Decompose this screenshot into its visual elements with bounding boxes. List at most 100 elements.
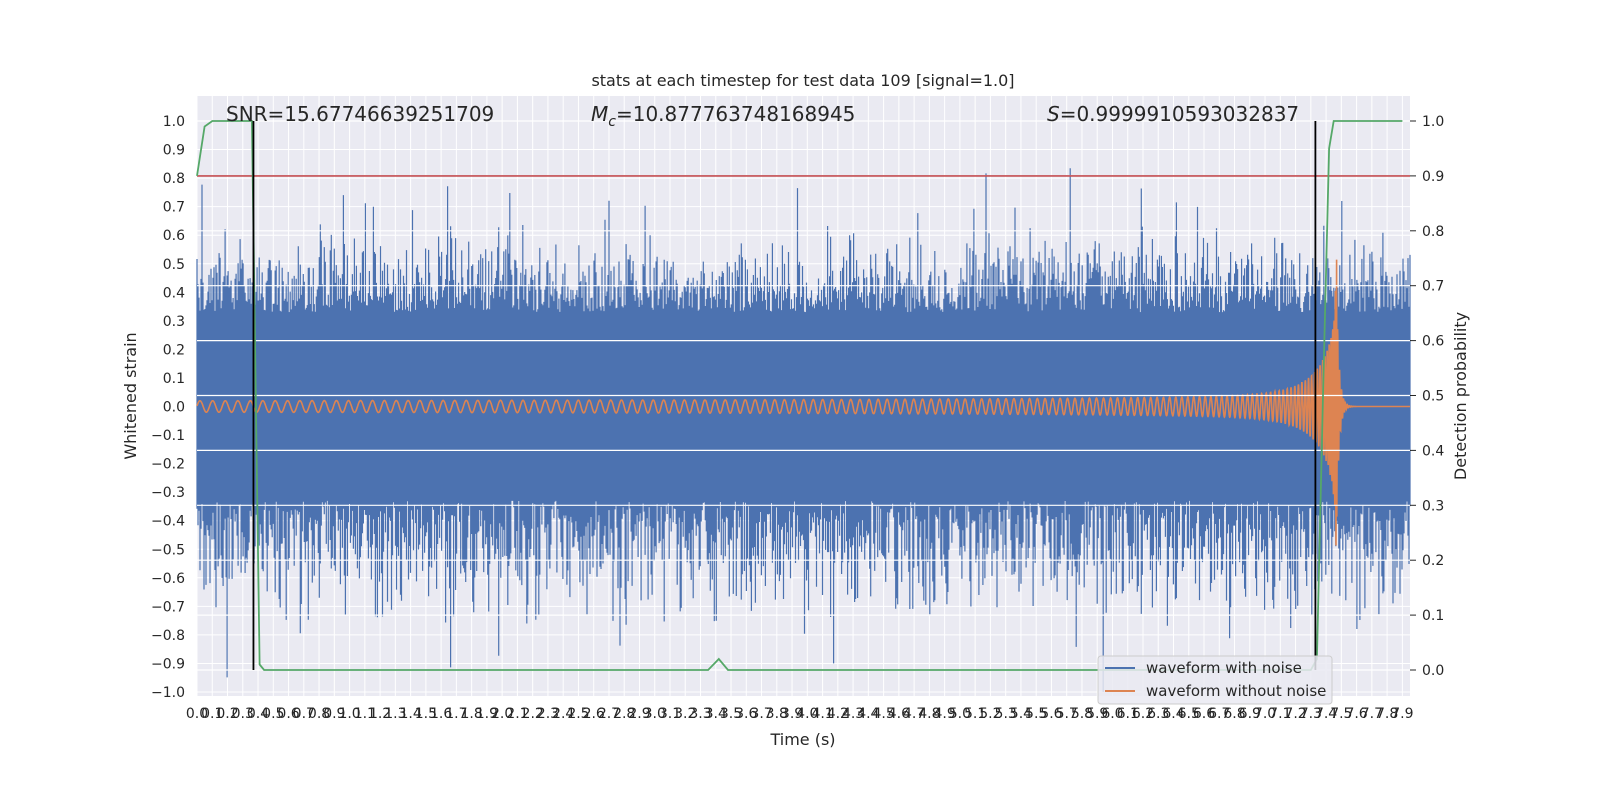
x-tick-label: 3.5 (720, 706, 742, 722)
x-tick-label: 1.4 (399, 706, 421, 722)
y2-tick-label: 0.3 (1422, 498, 1444, 514)
y-tick-label: 0.3 (163, 314, 185, 330)
y2-tick-label: 0.0 (1422, 663, 1444, 679)
x-tick-label: 4.2 (827, 706, 849, 722)
x-tick-label: 6.1 (1117, 706, 1139, 722)
y-tick-label: −0.2 (151, 457, 185, 473)
x-tick-label: 6.8 (1223, 706, 1245, 722)
x-tick-label: 6.2 (1132, 706, 1154, 722)
detection-probability-series (196, 120, 1410, 671)
right-axis-ticks: 0.0 0.1 0.2 0.3 0.4 0.5 0.6 0.7 0.8 0.9 1.0 (1410, 114, 1444, 679)
y-axis-label: Whitened strain (121, 332, 140, 459)
x-tick-label: 5.3 (995, 706, 1017, 722)
x-tick-label: 7.8 (1376, 706, 1398, 722)
y2-tick-label: 0.4 (1422, 443, 1444, 459)
legend-label-noise: waveform with noise (1146, 659, 1302, 677)
y-tick-label: −0.9 (151, 656, 185, 672)
x-tick-label: 7.3 (1300, 706, 1322, 722)
snr-annotation: SNR=15.67746639251709 (226, 102, 494, 126)
x-tick-label: 6.7 (1208, 706, 1230, 722)
x-tick-label: 6.9 (1239, 706, 1261, 722)
x-tick-label: 6.0 (1101, 706, 1123, 722)
x-tick-label: 4.3 (842, 706, 864, 722)
y-tick-label: 0.2 (163, 342, 185, 358)
y2-tick-label: 0.1 (1422, 608, 1444, 624)
x-tick-label: 0.4 (247, 706, 269, 722)
x-tick-label: 2.2 (522, 706, 544, 722)
x-tick-label: 1.1 (354, 706, 376, 722)
legend-box (1097, 655, 1333, 705)
x-tick-label: 7.7 (1361, 706, 1383, 722)
y-tick-label: 0.1 (163, 371, 185, 387)
x-tick-label: 2.8 (613, 706, 635, 722)
x-axis-ticks: 0.00.10.20.30.40.50.60.70.80.91.01.11.21… (186, 706, 1414, 722)
probability-trace (196, 120, 1403, 671)
x-tick-label: 0.3 (232, 706, 254, 722)
y2-tick-label: 0.2 (1422, 553, 1444, 569)
x-tick-label: 2.4 (552, 706, 574, 722)
x-tick-label: 4.5 (872, 706, 894, 722)
x-tick-label: 3.1 (659, 706, 681, 722)
y2-tick-label: 1.0 (1422, 114, 1444, 130)
x-tick-label: 5.1 (964, 706, 986, 722)
x-tick-label: 5.6 (1040, 706, 1062, 722)
x-tick-label: 4.0 (796, 706, 818, 722)
x-tick-label: 3.6 (735, 706, 757, 722)
x-tick-label: 0.6 (277, 706, 299, 722)
x-tick-label: 0.1 (201, 706, 223, 722)
x-tick-label: 5.4 (1010, 706, 1032, 722)
y-tick-label: −0.6 (151, 571, 185, 587)
clean-waveform-series (196, 259, 1410, 546)
x-tick-label: 3.8 (766, 706, 788, 722)
x-tick-label: 2.6 (583, 706, 605, 722)
x-tick-label: 2.5 (567, 706, 589, 722)
x-tick-label: 1.7 (445, 706, 467, 722)
x-tick-label: 4.4 (857, 706, 879, 722)
x-tick-label: 3.4 (705, 706, 727, 722)
y-axis-ticks: −1.0 −0.9 −0.8 −0.7 −0.6 −0.5 −0.4 −0.3 −0.2 −0.1… (151, 114, 185, 701)
x-tick-label: 1.9 (476, 706, 498, 722)
x-tick-label: 2.3 (537, 706, 559, 722)
x-tick-label: 6.6 (1193, 706, 1215, 722)
x-tick-label: 6.3 (1147, 706, 1169, 722)
x-tick-label: 5.2 (979, 706, 1001, 722)
x-tick-label: 4.6 (888, 706, 910, 722)
y2-tick-label: 0.8 (1422, 224, 1444, 240)
x-tick-label: 7.2 (1284, 706, 1306, 722)
y-tick-label: −0.4 (151, 514, 185, 530)
y-tick-label: −0.1 (151, 428, 185, 444)
y-tick-label: 0.0 (163, 400, 185, 416)
x-tick-label: 5.5 (1025, 706, 1047, 722)
chirp-mass-value: =10.877763748168945 (616, 102, 855, 126)
chart-title: stats at each timestep for test data 109… (591, 71, 1014, 90)
y2-axis-label: Detection probability (1451, 312, 1470, 480)
x-tick-label: 3.2 (674, 706, 696, 722)
chirp-mass-symbol: M (591, 102, 608, 126)
x-tick-label: 1.8 (461, 706, 483, 722)
x-tick-label: 7.5 (1330, 706, 1352, 722)
x-tick-label: 0.0 (186, 706, 208, 722)
x-tick-label: 2.0 (491, 706, 513, 722)
x-tick-label: 3.0 (644, 706, 666, 722)
x-tick-label: 1.6 (430, 706, 452, 722)
x-tick-label: 7.0 (1254, 706, 1276, 722)
score-annotation: S=0.9999910593032837 (1047, 102, 1299, 126)
y2-tick-label: 0.5 (1422, 389, 1444, 405)
legend: waveform with noise waveform without noi… (1097, 655, 1333, 705)
x-tick-label: 2.7 (598, 706, 620, 722)
score-symbol: S (1047, 102, 1060, 126)
x-axis-label: Time (s) (769, 730, 835, 749)
y-tick-label: 0.9 (163, 143, 185, 159)
legend-label-clean: waveform without noise (1146, 682, 1326, 700)
x-tick-label: 1.5 (415, 706, 437, 722)
chirp-mass-subscript: c (608, 114, 616, 130)
score-value: =0.9999910593032837 (1060, 102, 1299, 126)
x-tick-label: 1.3 (384, 706, 406, 722)
y-tick-label: −0.3 (151, 485, 185, 501)
x-tick-label: 7.6 (1345, 706, 1367, 722)
x-tick-label: 0.9 (323, 706, 345, 722)
y-tick-label: −0.8 (151, 628, 185, 644)
x-tick-label: 0.2 (216, 706, 238, 722)
y-tick-label: −0.7 (151, 599, 185, 615)
x-tick-label: 0.5 (262, 706, 284, 722)
